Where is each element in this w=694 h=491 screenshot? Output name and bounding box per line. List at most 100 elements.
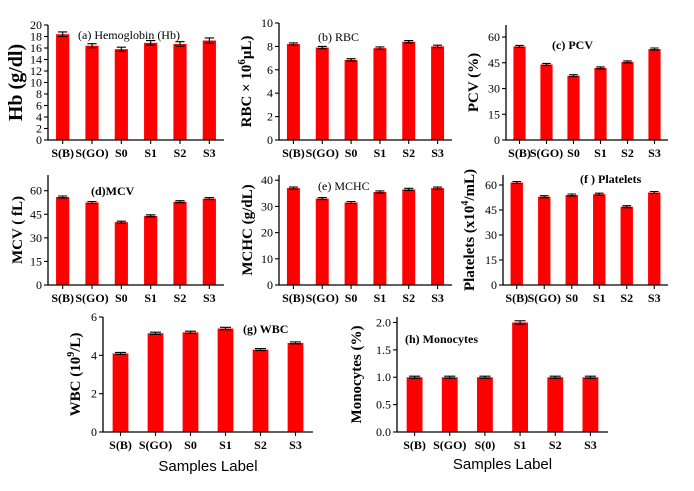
error-bar	[404, 40, 414, 44]
y-tick-label: 0	[267, 278, 273, 292]
y-tick-label: 2	[91, 387, 97, 401]
x-tick-label: S(B)	[282, 291, 305, 305]
y-tick-label: 20	[261, 226, 273, 240]
y-tick-label: 15	[485, 253, 497, 267]
rbc-panel: 0 2 4 6 8 10 S(B) S(GO) S0 S1 S2 S3 (b) RBC RBC × 106…	[236, 16, 452, 160]
panel-title: (a) Hemoglobin (Hb)	[78, 28, 180, 42]
y-tick-label: 30	[485, 228, 497, 242]
y-axis-label: MCHC (g/dL)	[240, 184, 256, 275]
bar	[344, 59, 358, 141]
bar	[315, 198, 329, 285]
x-tick-label: S0	[115, 146, 128, 160]
x-tick-label: S0	[567, 146, 580, 160]
y-tick-label: 0	[36, 133, 42, 147]
error-bar	[375, 46, 385, 50]
x-tick-label: S(B)	[508, 146, 531, 160]
y-tick-label: 1.5	[376, 343, 391, 357]
bar	[593, 194, 606, 285]
bar	[202, 40, 216, 140]
x-tick-label: S(GO)	[433, 438, 466, 452]
bar	[173, 43, 187, 140]
x-tick-label: S(GO)	[75, 146, 108, 160]
y-tick-label: 30	[30, 231, 42, 245]
error-bar	[584, 375, 596, 379]
x-tick-label: S1	[374, 146, 387, 160]
bar	[373, 48, 387, 140]
y-tick-label: 10	[261, 252, 273, 266]
bar	[431, 188, 445, 285]
x-tick-label: S(GO)	[530, 146, 563, 160]
panel-title: (h) Monocytes	[405, 332, 478, 346]
bar	[252, 349, 269, 432]
error-bar	[87, 200, 97, 205]
x-tick-label: S(B)	[403, 438, 426, 452]
error-bar	[542, 62, 551, 67]
y-tick-label: 30	[488, 82, 500, 96]
x-tick-label: S3	[648, 291, 661, 305]
bar	[567, 75, 580, 140]
y-tick-label: 4	[36, 110, 42, 124]
bar	[620, 206, 633, 285]
bar	[621, 61, 634, 140]
panel-title: (d)MCV	[91, 184, 135, 198]
error-bar	[288, 186, 298, 190]
bar	[594, 67, 607, 140]
y-axis-label: Hb (g/dl)	[5, 44, 27, 121]
y-tick-label: 15	[30, 254, 42, 268]
bar	[286, 188, 300, 285]
bar	[441, 377, 458, 432]
x-tick-label: S(GO)	[306, 291, 339, 305]
bar	[582, 377, 599, 432]
y-tick-label: 6	[36, 99, 42, 113]
bar	[547, 377, 564, 432]
error-bar	[515, 44, 524, 49]
bar	[202, 198, 216, 285]
error-bar	[623, 60, 632, 64]
y-tick-label: 60	[30, 184, 42, 198]
x-tick-label: S1	[144, 291, 157, 305]
y-tick-label: 2	[267, 110, 273, 124]
x-tick-label: S3	[431, 146, 444, 160]
error-bar	[569, 74, 578, 78]
y-tick-label: 45	[485, 203, 497, 217]
error-bar	[58, 31, 68, 38]
x-tick-label: S1	[374, 291, 387, 305]
error-bar	[433, 186, 443, 190]
error-bar	[204, 37, 214, 44]
x-tick-label: S(0)	[475, 438, 496, 452]
y-tick-label: 10	[30, 76, 42, 90]
y-tick-label: 14	[30, 53, 42, 67]
y-tick-label: 20	[30, 18, 42, 32]
x-tick-label: S3	[431, 291, 444, 305]
y-tick-label: 0	[494, 133, 500, 147]
bar	[648, 192, 661, 285]
panel-title: (g) WBC	[243, 322, 288, 336]
error-bar	[512, 180, 522, 185]
x-tick-label: S(GO)	[139, 438, 172, 452]
bar	[406, 377, 423, 432]
y-tick-label: 2.0	[376, 315, 391, 329]
x-tick-label: S2	[549, 438, 562, 452]
x-tick-label: S1	[594, 146, 607, 160]
y-axis-label: PCV (%)	[466, 53, 482, 112]
bar	[477, 377, 493, 432]
bar	[402, 41, 416, 140]
bar	[217, 328, 234, 432]
bar	[431, 46, 445, 140]
x-tick-label: S2	[174, 146, 187, 160]
x-tick-label: S1	[514, 438, 527, 452]
error-bar	[146, 39, 156, 46]
y-tick-label: 0.5	[376, 398, 391, 412]
y-tick-label: 6	[267, 63, 273, 77]
x-tick-label: S2	[621, 146, 634, 160]
error-bar	[375, 190, 385, 194]
panel-title: (e) MCHC	[318, 179, 370, 193]
y-tick-label: 45	[488, 56, 500, 70]
axis-lines	[502, 175, 668, 286]
bar	[287, 342, 304, 432]
monocytes-panel: 0.0 0.5 1.0 1.5 2.0 S(B) S(GO) S(0) S1 S2 S3 (h) Mo…	[349, 315, 608, 473]
error-bar	[317, 45, 327, 50]
x-tick-label: S3	[648, 146, 661, 160]
x-tick-label: S0	[184, 438, 197, 452]
